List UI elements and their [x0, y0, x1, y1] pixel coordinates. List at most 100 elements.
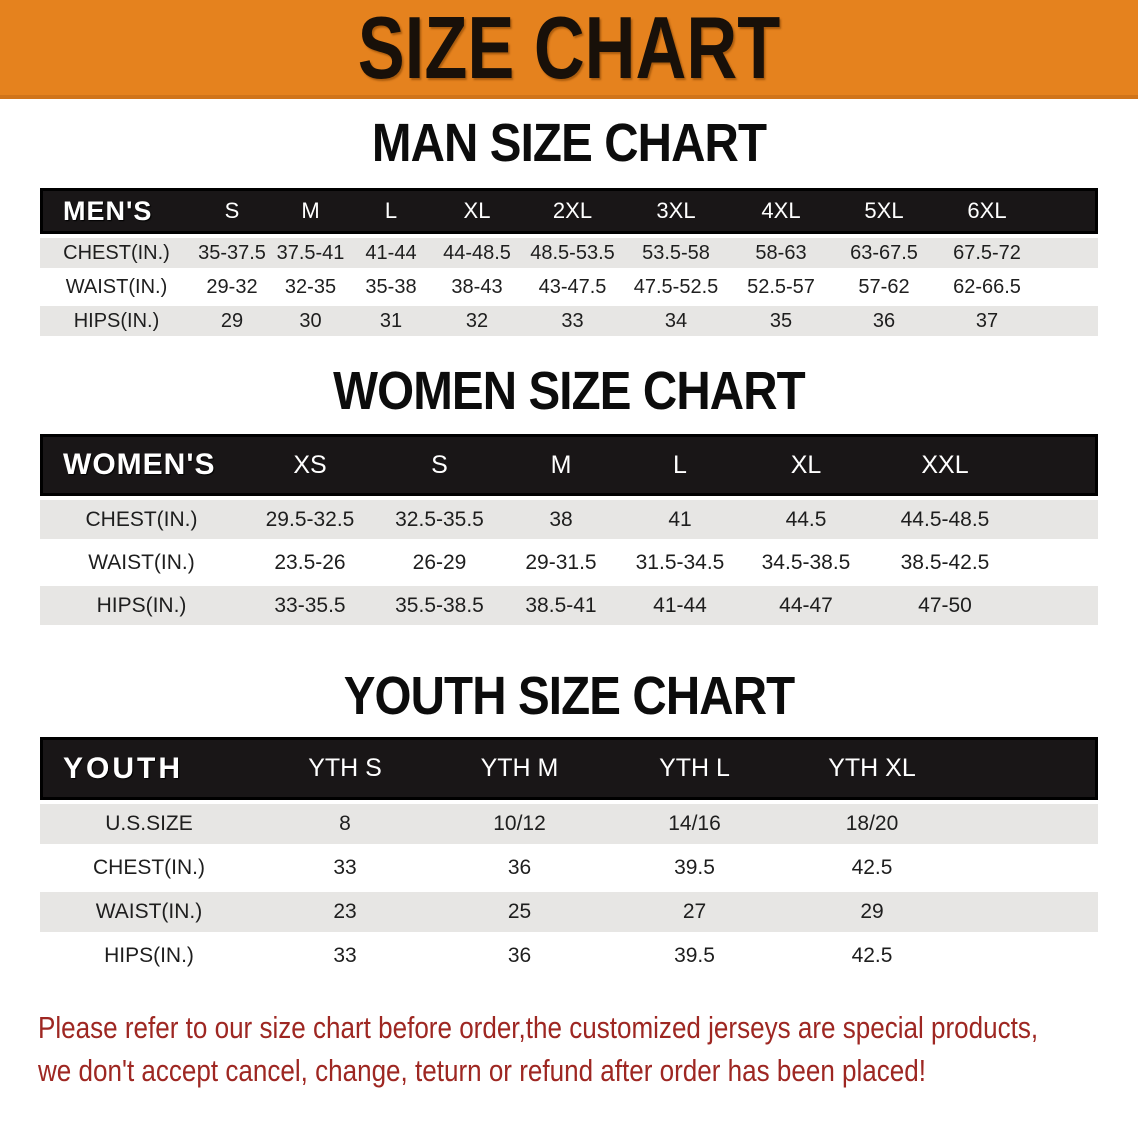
measurement-value: 41-44	[350, 238, 432, 268]
measurement-value: 48.5-53.5	[522, 238, 623, 268]
measurement-value: 52.5-57	[729, 272, 833, 302]
measurement-value: 30	[271, 306, 350, 336]
measurement-value: 53.5-58	[623, 238, 729, 268]
disclaimer-line-2: we don't accept cancel, change, teturn o…	[38, 1053, 927, 1088]
measurement-value: 37.5-41	[271, 238, 350, 268]
men-section-heading: MAN SIZE CHART	[0, 116, 1138, 170]
measurement-row: CHEST(IN.) 29.5-32.5 32.5-35.5 38 41 44.5 44.5…	[40, 500, 1098, 539]
disclaimer: Please refer to our size chart before or…	[38, 1006, 1138, 1092]
measurement-value: 36	[432, 848, 607, 888]
measurement-row: WAIST(IN.) 29-32 32-35 35-38 38-43 43-47.5 47.…	[40, 272, 1098, 302]
measurement-row: HIPS(IN.) 33-35.5 35.5-38.5 38.5-41 41-44 44-…	[40, 586, 1098, 625]
row-filler-cell	[962, 892, 1098, 932]
measurement-value: 27	[607, 892, 782, 932]
measurement-value: 41	[620, 500, 740, 539]
size-column-header: YTH M	[432, 737, 607, 800]
measurement-row-label: U.S.SIZE	[40, 804, 258, 844]
size-column-header: 6XL	[935, 188, 1039, 234]
size-column-header: XXL	[872, 434, 1018, 496]
measurement-value: 33	[258, 936, 432, 976]
men-size-table: MEN'S S M L XL 2XL 3XL 4XL 5XL 6XL CHEST(IN.) 35-37…	[40, 184, 1098, 340]
measurement-value: 31.5-34.5	[620, 543, 740, 582]
measurement-row-label: HIPS(IN.)	[40, 306, 193, 336]
measurement-value: 29	[782, 892, 962, 932]
measurement-value: 44-47	[740, 586, 872, 625]
size-column-header: L	[620, 434, 740, 496]
measurement-row-label: CHEST(IN.)	[40, 500, 243, 539]
measurement-value: 35-38	[350, 272, 432, 302]
youth-section-heading: YOUTH SIZE CHART	[0, 669, 1138, 723]
measurement-value: 29.5-32.5	[243, 500, 377, 539]
measurement-row: CHEST(IN.) 33 36 39.5 42.5	[40, 848, 1098, 888]
table-header-row: WOMEN'S XS S M L XL XXL	[40, 434, 1098, 496]
row-filler-cell	[1018, 500, 1098, 539]
row-filler-cell	[1018, 543, 1098, 582]
measurement-value: 44.5-48.5	[872, 500, 1018, 539]
measurement-row-label: WAIST(IN.)	[40, 272, 193, 302]
men-size-table-body: MEN'S S M L XL 2XL 3XL 4XL 5XL 6XL CHEST(IN.) 35-37…	[40, 188, 1098, 336]
measurement-value: 26-29	[377, 543, 502, 582]
measurement-row-label: CHEST(IN.)	[40, 848, 258, 888]
measurement-value: 33-35.5	[243, 586, 377, 625]
measurement-value: 37	[935, 306, 1039, 336]
measurement-value: 44.5	[740, 500, 872, 539]
size-column-header: YTH S	[258, 737, 432, 800]
measurement-value: 35.5-38.5	[377, 586, 502, 625]
women-size-table-body: WOMEN'S XS S M L XL XXL CHEST(IN.) 29.5-32.5 32.5…	[40, 434, 1098, 625]
measurement-value: 43-47.5	[522, 272, 623, 302]
measurement-value: 32-35	[271, 272, 350, 302]
measurement-value: 33	[522, 306, 623, 336]
measurement-value: 32	[432, 306, 522, 336]
table-group-label: YOUTH	[40, 737, 258, 800]
measurement-value: 38.5-41	[502, 586, 620, 625]
measurement-value: 63-67.5	[833, 238, 935, 268]
header-filler-cell	[1039, 188, 1098, 234]
measurement-row-label: CHEST(IN.)	[40, 238, 193, 268]
row-filler-cell	[1018, 586, 1098, 625]
measurement-value: 10/12	[432, 804, 607, 844]
women-section-heading: WOMEN SIZE CHART	[0, 364, 1138, 418]
size-column-header: S	[377, 434, 502, 496]
measurement-value: 39.5	[607, 848, 782, 888]
measurement-value: 34	[623, 306, 729, 336]
measurement-row-label: HIPS(IN.)	[40, 936, 258, 976]
table-header-row: YOUTH YTH S YTH M YTH L YTH XL	[40, 737, 1098, 800]
measurement-value: 47-50	[872, 586, 1018, 625]
measurement-row: WAIST(IN.) 23 25 27 29	[40, 892, 1098, 932]
women-size-table: WOMEN'S XS S M L XL XXL CHEST(IN.) 29.5-32.5 32.5…	[40, 430, 1098, 629]
measurement-value: 8	[258, 804, 432, 844]
measurement-value: 29-32	[193, 272, 271, 302]
measurement-row-label: WAIST(IN.)	[40, 543, 243, 582]
table-header-row: MEN'S S M L XL 2XL 3XL 4XL 5XL 6XL	[40, 188, 1098, 234]
measurement-value: 36	[833, 306, 935, 336]
measurement-value: 25	[432, 892, 607, 932]
measurement-value: 35	[729, 306, 833, 336]
size-column-header: 2XL	[522, 188, 623, 234]
row-filler-cell	[1039, 238, 1098, 268]
size-column-header: YTH L	[607, 737, 782, 800]
measurement-row: HIPS(IN.) 33 36 39.5 42.5	[40, 936, 1098, 976]
table-group-label: WOMEN'S	[40, 434, 243, 496]
measurement-value: 42.5	[782, 848, 962, 888]
measurement-row: HIPS(IN.) 29 30 31 32 33 34 35 36 37	[40, 306, 1098, 336]
measurement-row-label: WAIST(IN.)	[40, 892, 258, 932]
size-column-header: 3XL	[623, 188, 729, 234]
men-section-heading-text: MAN SIZE CHART	[371, 113, 767, 173]
measurement-value: 18/20	[782, 804, 962, 844]
size-column-header: XS	[243, 434, 377, 496]
measurement-row: U.S.SIZE 8 10/12 14/16 18/20	[40, 804, 1098, 844]
measurement-value: 34.5-38.5	[740, 543, 872, 582]
measurement-value: 39.5	[607, 936, 782, 976]
header-filler-cell	[1018, 434, 1098, 496]
measurement-value: 33	[258, 848, 432, 888]
measurement-value: 35-37.5	[193, 238, 271, 268]
measurement-value: 38	[502, 500, 620, 539]
measurement-value: 62-66.5	[935, 272, 1039, 302]
size-column-header: 4XL	[729, 188, 833, 234]
women-section-heading-text: WOMEN SIZE CHART	[333, 361, 806, 421]
youth-size-table-body: YOUTH YTH S YTH M YTH L YTH XL U.S.SIZE 8 10/12…	[40, 737, 1098, 976]
row-filler-cell	[962, 848, 1098, 888]
measurement-value: 38-43	[432, 272, 522, 302]
size-column-header: M	[271, 188, 350, 234]
header-filler-cell	[962, 737, 1098, 800]
